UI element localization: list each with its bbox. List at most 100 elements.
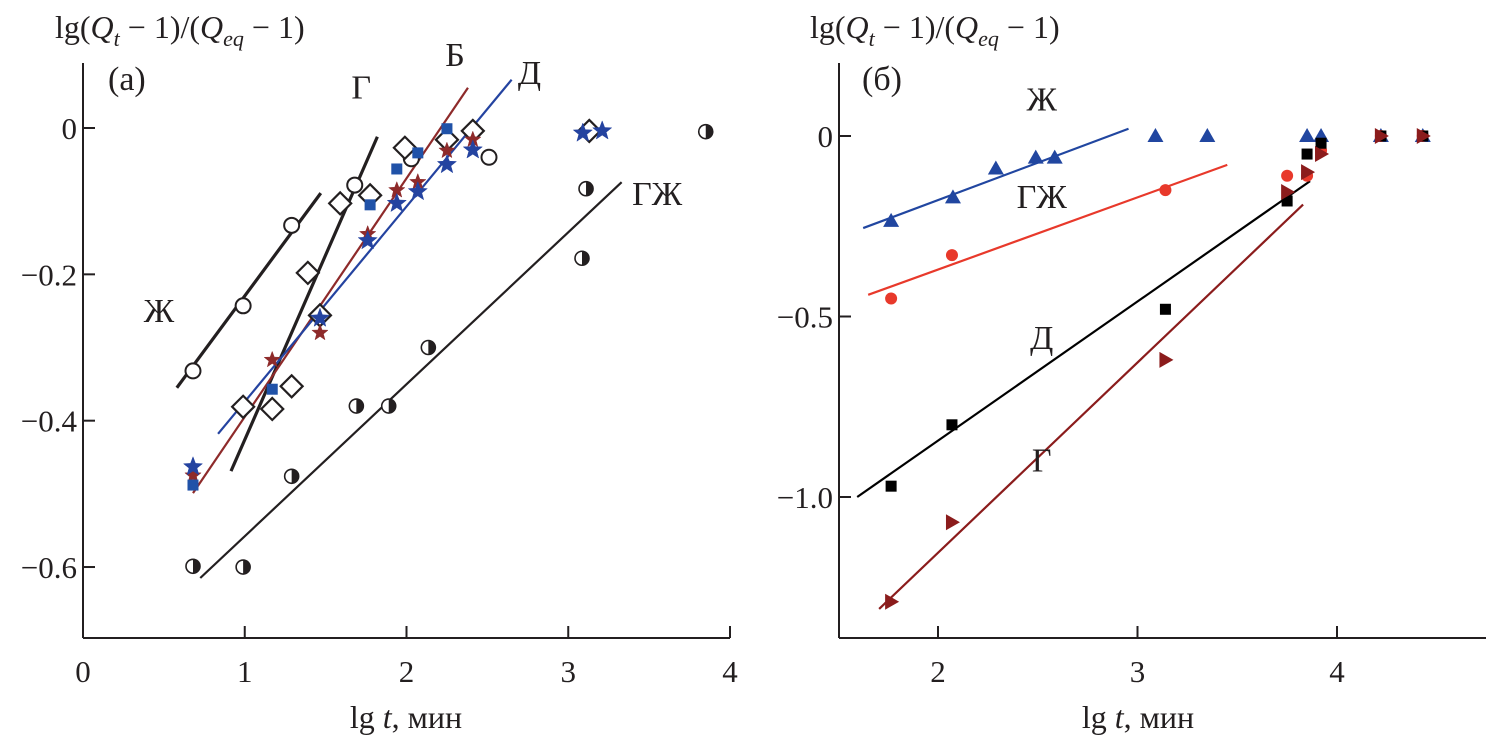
x-tick-label: 1 <box>237 654 253 689</box>
data-point-Г <box>1281 183 1296 200</box>
y-axis-title: lg(Qt − 1)/(Qeq − 1) <box>55 9 305 51</box>
x-tick-label: 0 <box>75 654 91 689</box>
data-point-Г <box>392 135 418 161</box>
data-point-ГЖ <box>945 249 958 262</box>
y-tick-label: −0.6 <box>21 550 77 585</box>
fit-line-Д <box>217 79 513 435</box>
data-point-Г <box>1159 351 1174 368</box>
data-point-Ж <box>1027 149 1044 164</box>
data-point-Г <box>1315 146 1330 163</box>
data-point-ГЖ <box>1159 184 1172 197</box>
data-point-Ж <box>1046 149 1063 164</box>
x-tick-label: 3 <box>1130 654 1146 689</box>
data-point-Ж <box>1299 128 1316 142</box>
data-point-Г <box>259 396 285 422</box>
y-tick-label: −0.2 <box>21 257 77 292</box>
data-point-Г <box>295 260 321 286</box>
data-point-Д-squares <box>364 199 376 211</box>
data-point-ГЖ <box>1281 169 1294 182</box>
data-point-Г <box>885 593 900 610</box>
data-point-Б <box>311 323 329 341</box>
x-tick-label: 2 <box>930 654 946 689</box>
data-point-Д-squares <box>187 479 199 491</box>
curve-label: Д <box>518 55 541 92</box>
fit-line-Г <box>878 203 1304 610</box>
data-point-Ж <box>480 148 498 166</box>
x-axis-title: lg t, мин <box>1082 699 1194 735</box>
data-point-Д <box>386 192 407 213</box>
data-point-Д <box>1159 303 1171 315</box>
x-tick-label: 2 <box>399 654 415 689</box>
panel-label: (б) <box>862 61 902 98</box>
data-point-Ж <box>184 362 202 380</box>
data-point-Б <box>263 350 281 368</box>
panel-label: (a) <box>108 61 146 98</box>
data-point-Д <box>407 180 428 201</box>
data-point-Ж <box>346 176 364 194</box>
data-point-Ж <box>234 297 252 315</box>
y-tick-label: −1.0 <box>777 480 833 515</box>
panel-b: 2 3 4 0 −0.5 −1.0 lg(Qt − 1)/(Qeq − 1) lg t, ми… <box>777 9 1486 735</box>
data-point-ГЖ <box>574 250 590 267</box>
data-point-Д <box>592 120 613 140</box>
data-point-Г <box>1416 128 1431 144</box>
y-tick-label: −0.4 <box>21 404 78 439</box>
x-tick-label: 3 <box>561 654 577 689</box>
data-point-Д <box>1281 195 1293 207</box>
data-point-Ж <box>1147 128 1164 142</box>
fit-line-Ж <box>862 127 1129 230</box>
curve-label: Г <box>351 70 371 107</box>
x-tick-label: 4 <box>1329 654 1345 689</box>
data-point-Б <box>184 466 202 483</box>
data-point-Д <box>1301 148 1313 160</box>
y-tick-label: 0 <box>62 111 78 146</box>
data-point-ГЖ <box>420 339 437 356</box>
data-point-Ж <box>1199 128 1216 142</box>
data-point-Ж <box>283 216 301 234</box>
data-point-Д <box>357 229 378 250</box>
data-point-Д-squares <box>412 147 424 159</box>
data-point-ГЖ <box>348 398 365 414</box>
data-point-Д <box>1315 137 1327 149</box>
fit-line-Д <box>856 180 1311 498</box>
data-point-Г <box>1301 164 1316 181</box>
data-point-Д <box>309 307 331 327</box>
data-point-ГЖ <box>185 558 201 575</box>
data-point-Г <box>327 190 353 216</box>
data-point-ГЖ <box>380 398 397 414</box>
data-point-Ж <box>944 189 961 204</box>
curve-label: Б <box>445 37 465 74</box>
data-point-Д-squares <box>441 123 453 135</box>
curve-label: Ж <box>1027 82 1058 119</box>
data-point-Д <box>946 419 958 431</box>
data-point-Д-squares <box>266 383 278 395</box>
data-point-ГЖ <box>283 468 300 485</box>
data-point-ГЖ <box>697 123 714 140</box>
data-point-ГЖ <box>885 292 898 305</box>
data-point-Д <box>462 139 483 159</box>
data-point-Д <box>182 456 204 476</box>
data-point-Д <box>885 480 897 492</box>
y-axis-title: lg(Qt − 1)/(Qeq − 1) <box>810 9 1060 51</box>
curve-label: Г <box>1032 443 1052 480</box>
y-tick-label: −0.5 <box>777 300 833 335</box>
data-point-Д <box>572 122 593 142</box>
curve-label: ГЖ <box>1017 179 1068 216</box>
curve-label: Ж <box>144 293 175 330</box>
panel-a: 0 1 2 3 4 0 −0.2 −0.4 −0.6 lg(Qt − 1)/(Qeq − 1) lg… <box>21 9 738 735</box>
data-point-Д-squares <box>391 163 403 175</box>
data-point-Г <box>279 373 305 399</box>
data-point-Ж <box>987 160 1004 175</box>
y-tick-label: 0 <box>818 119 834 154</box>
curve-label: ГЖ <box>632 176 683 213</box>
data-point-Г <box>230 394 256 420</box>
fit-line-Б <box>192 87 469 494</box>
data-point-Д <box>436 153 458 174</box>
data-point-ГЖ <box>235 559 251 575</box>
x-axis-title: lg t, мин <box>350 699 462 735</box>
data-point-Г <box>1374 128 1389 144</box>
fit-line-ГЖ <box>199 181 623 579</box>
data-point-Г <box>945 514 960 531</box>
curve-label: Д <box>1030 320 1053 357</box>
